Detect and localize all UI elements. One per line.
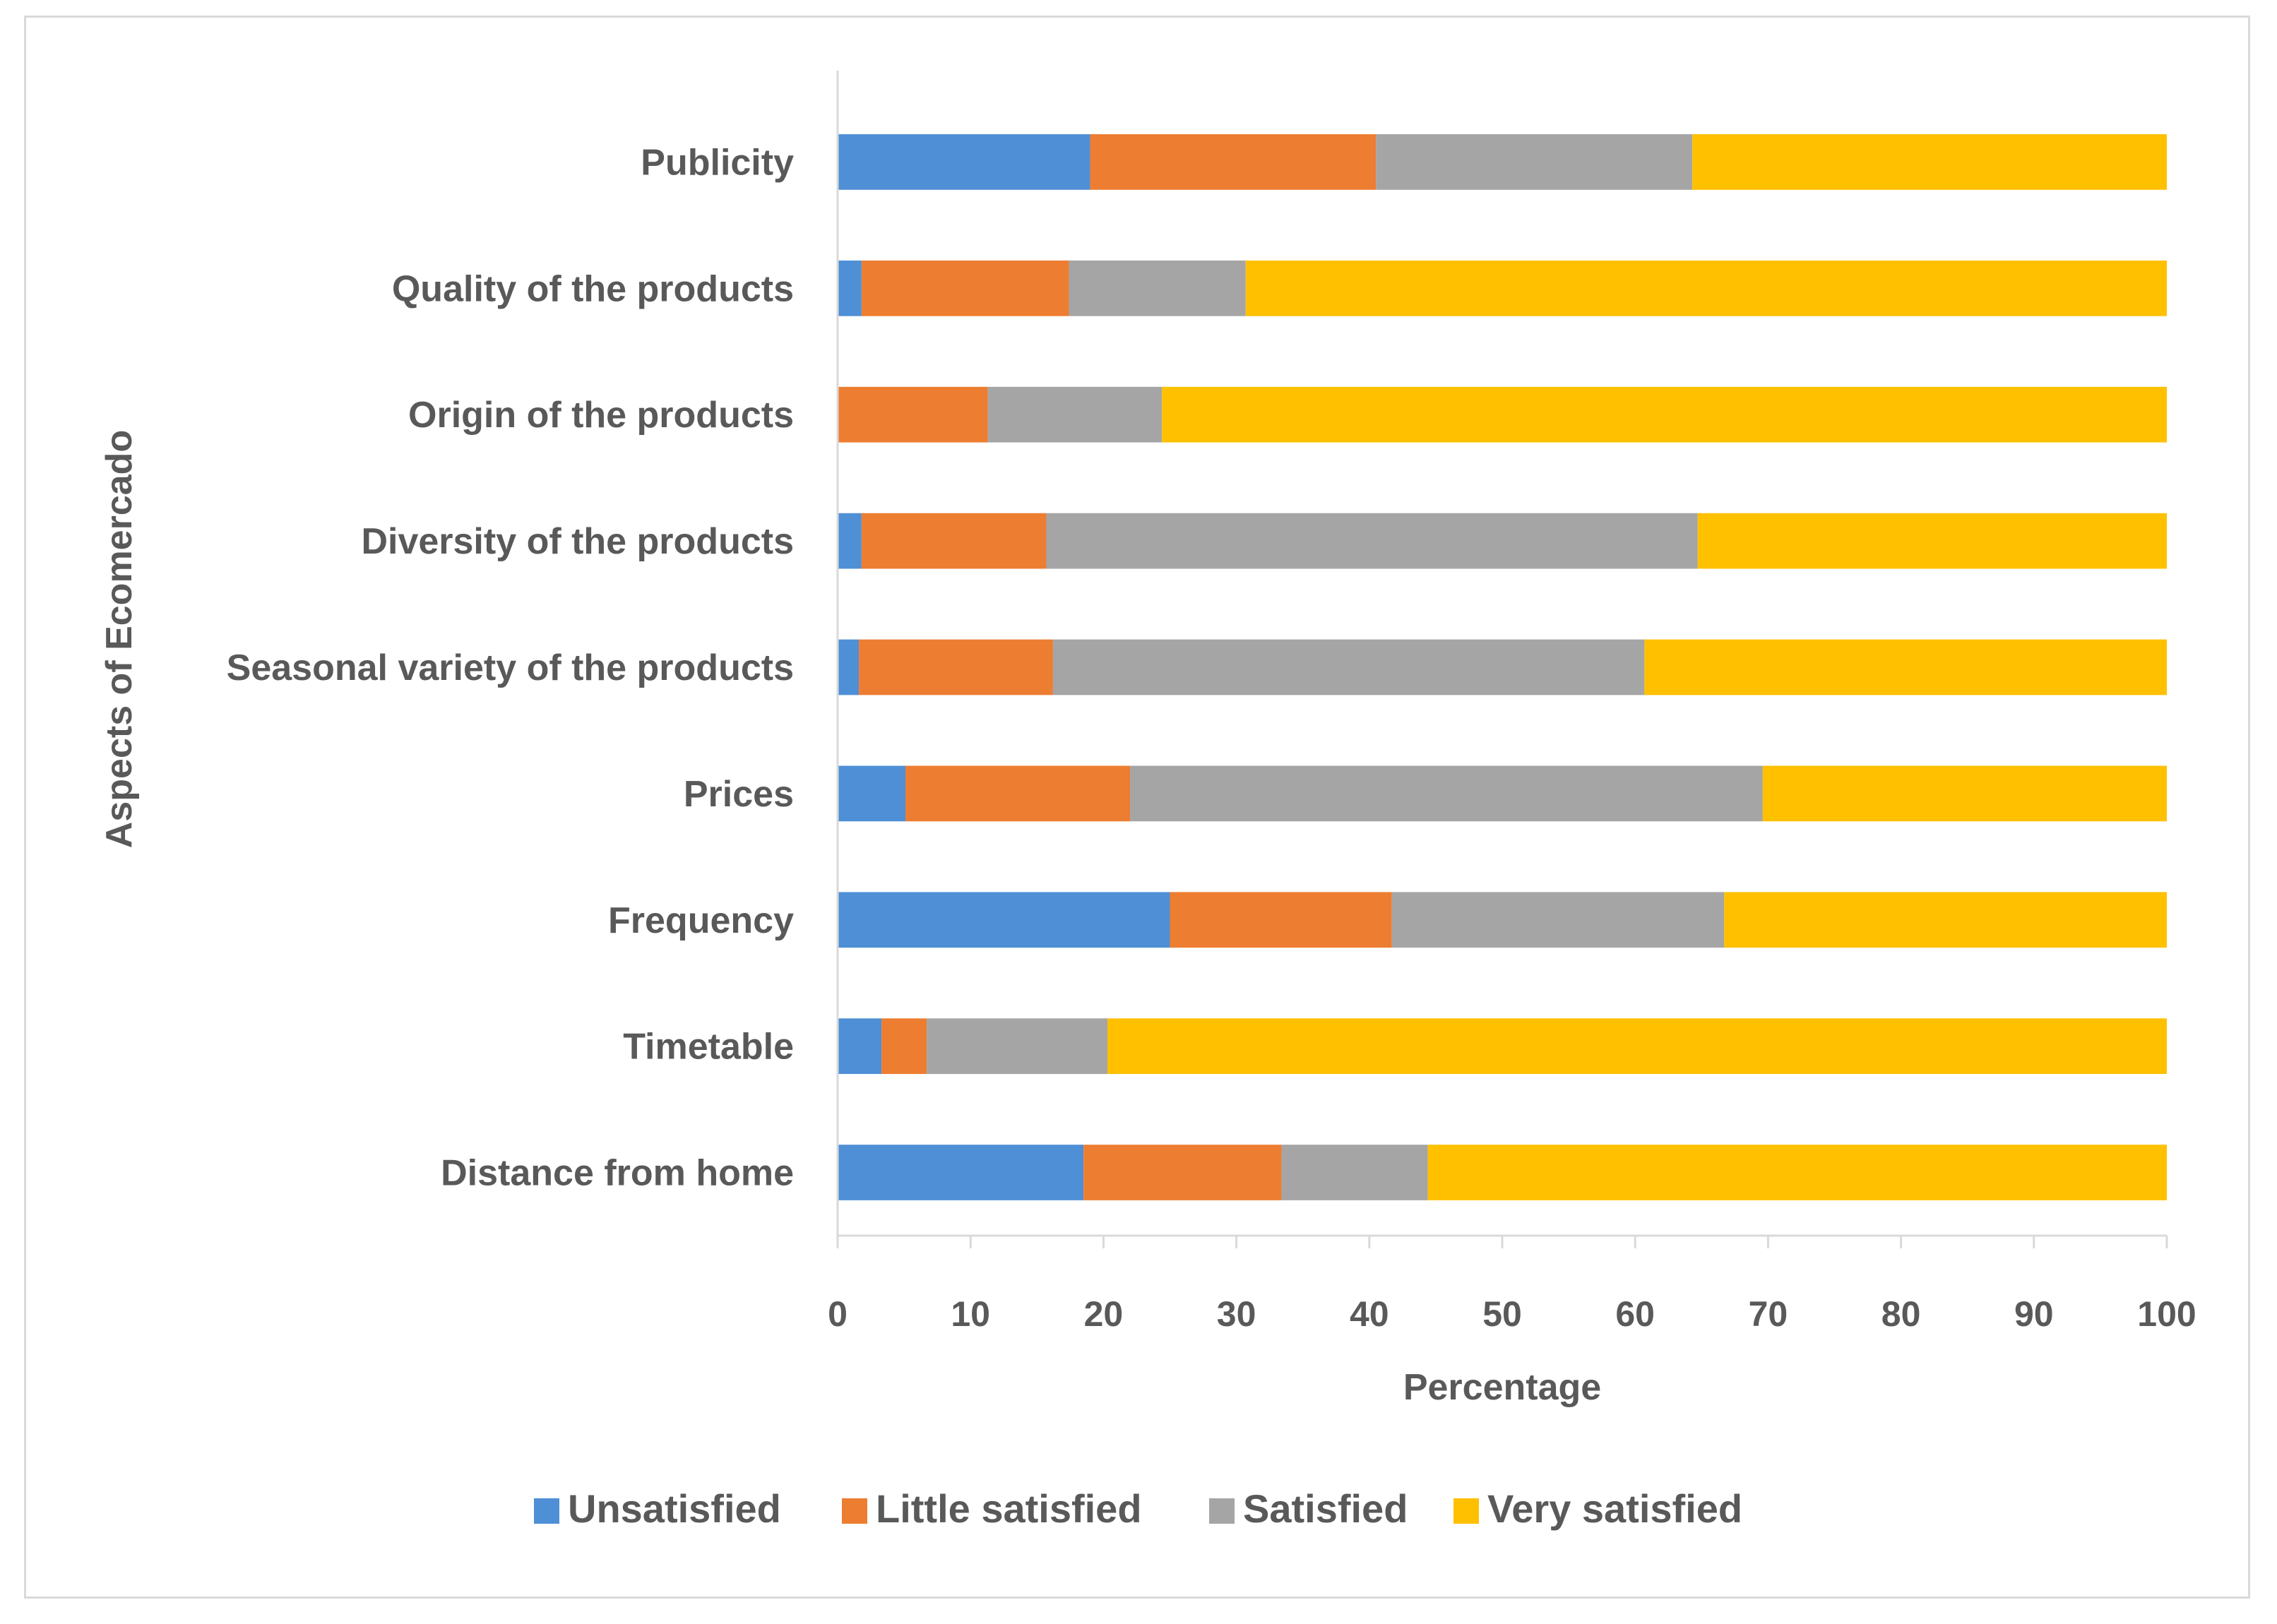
bar-very-satisfied-0 [1427,1145,2167,1200]
bar-satisfied-8 [1376,134,1693,190]
x-tick-label: 0 [828,1294,848,1334]
legend: Unsatisfied Little satisfied Satisfied Very… [534,1486,1742,1531]
bar-little-satisfied-8 [1090,134,1377,190]
category-label: Frequency [608,900,794,941]
bar-very-satisfied-8 [1692,134,2167,190]
bar-little-satisfied-4 [859,639,1053,695]
bar-little-satisfied-2 [1170,892,1392,948]
legend-label-unsatisfied: Unsatisfied [568,1486,781,1531]
x-axis-title: Percentage [1403,1367,1601,1408]
y-axis-title: Aspects of Ecomercado [99,430,140,848]
bar-very-satisfied-7 [1245,260,2167,316]
bar-satisfied-7 [1069,260,1246,316]
legend-swatch-very-satisfied [1453,1498,1479,1524]
bar-unsatisfied-1 [838,1018,882,1075]
category-label: Publicity [641,142,794,183]
legend-label-satisfied: Satisfied [1243,1486,1408,1531]
x-tick-label: 90 [2014,1294,2054,1334]
bar-satisfied-1 [927,1018,1108,1075]
x-tick-label: 80 [1881,1294,1921,1334]
legend-swatch-little-satisfied [842,1498,867,1524]
bars-group [838,134,2167,1200]
bar-very-satisfied-6 [1162,386,2167,443]
bar-little-satisfied-3 [905,765,1131,822]
bar-unsatisfied-3 [838,765,905,822]
x-tick-label: 10 [951,1294,990,1334]
bar-very-satisfied-4 [1644,639,2167,695]
x-tick-label: 20 [1084,1294,1124,1334]
bar-unsatisfied-4 [838,639,860,695]
bar-little-satisfied-0 [1083,1145,1282,1200]
category-label: Origin of the products [408,395,794,436]
bar-unsatisfied-8 [838,134,1090,190]
category-labels: Distance from home Timetable Frequency Pric… [227,142,794,1193]
x-tick-label: 40 [1350,1294,1389,1334]
bar-unsatisfied-2 [838,892,1170,948]
bar-little-satisfied-6 [838,386,988,443]
x-tick-label: 70 [1749,1294,1788,1334]
bar-little-satisfied-5 [861,513,1047,569]
bar-unsatisfied-5 [838,513,862,569]
bar-very-satisfied-2 [1724,892,2167,948]
bar-little-satisfied-1 [881,1018,927,1075]
bar-satisfied-2 [1391,892,1725,948]
category-label: Seasonal variety of the products [227,647,794,688]
bar-very-satisfied-3 [1762,765,2167,822]
category-label: Diversity of the products [361,521,794,562]
bar-satisfied-6 [987,386,1163,443]
bar-satisfied-5 [1046,513,1698,569]
x-axis-ticks: 0 10 20 30 40 50 60 70 80 90 100 [828,1236,2196,1334]
category-label: Quality of the products [392,268,794,309]
legend-swatch-satisfied [1209,1498,1235,1524]
bar-very-satisfied-1 [1107,1018,2167,1075]
bar-satisfied-0 [1281,1145,1428,1200]
x-tick-label: 100 [2137,1294,2196,1334]
legend-label-very-satisfied: Very satisfied [1487,1486,1742,1531]
x-tick-label: 30 [1217,1294,1256,1334]
category-label: Prices [684,774,794,815]
bar-very-satisfied-5 [1697,513,2167,569]
bar-little-satisfied-7 [861,260,1069,316]
bar-unsatisfied-7 [838,260,862,316]
bar-satisfied-3 [1130,765,1763,822]
category-label: Distance from home [441,1153,794,1194]
bar-unsatisfied-0 [838,1145,1084,1200]
legend-swatch-unsatisfied [534,1498,559,1524]
legend-label-little-satisfied: Little satisfied [876,1486,1142,1531]
x-tick-label: 50 [1482,1294,1522,1334]
category-label: Timetable [623,1027,794,1068]
x-tick-label: 60 [1615,1294,1655,1334]
bar-satisfied-4 [1052,639,1645,695]
